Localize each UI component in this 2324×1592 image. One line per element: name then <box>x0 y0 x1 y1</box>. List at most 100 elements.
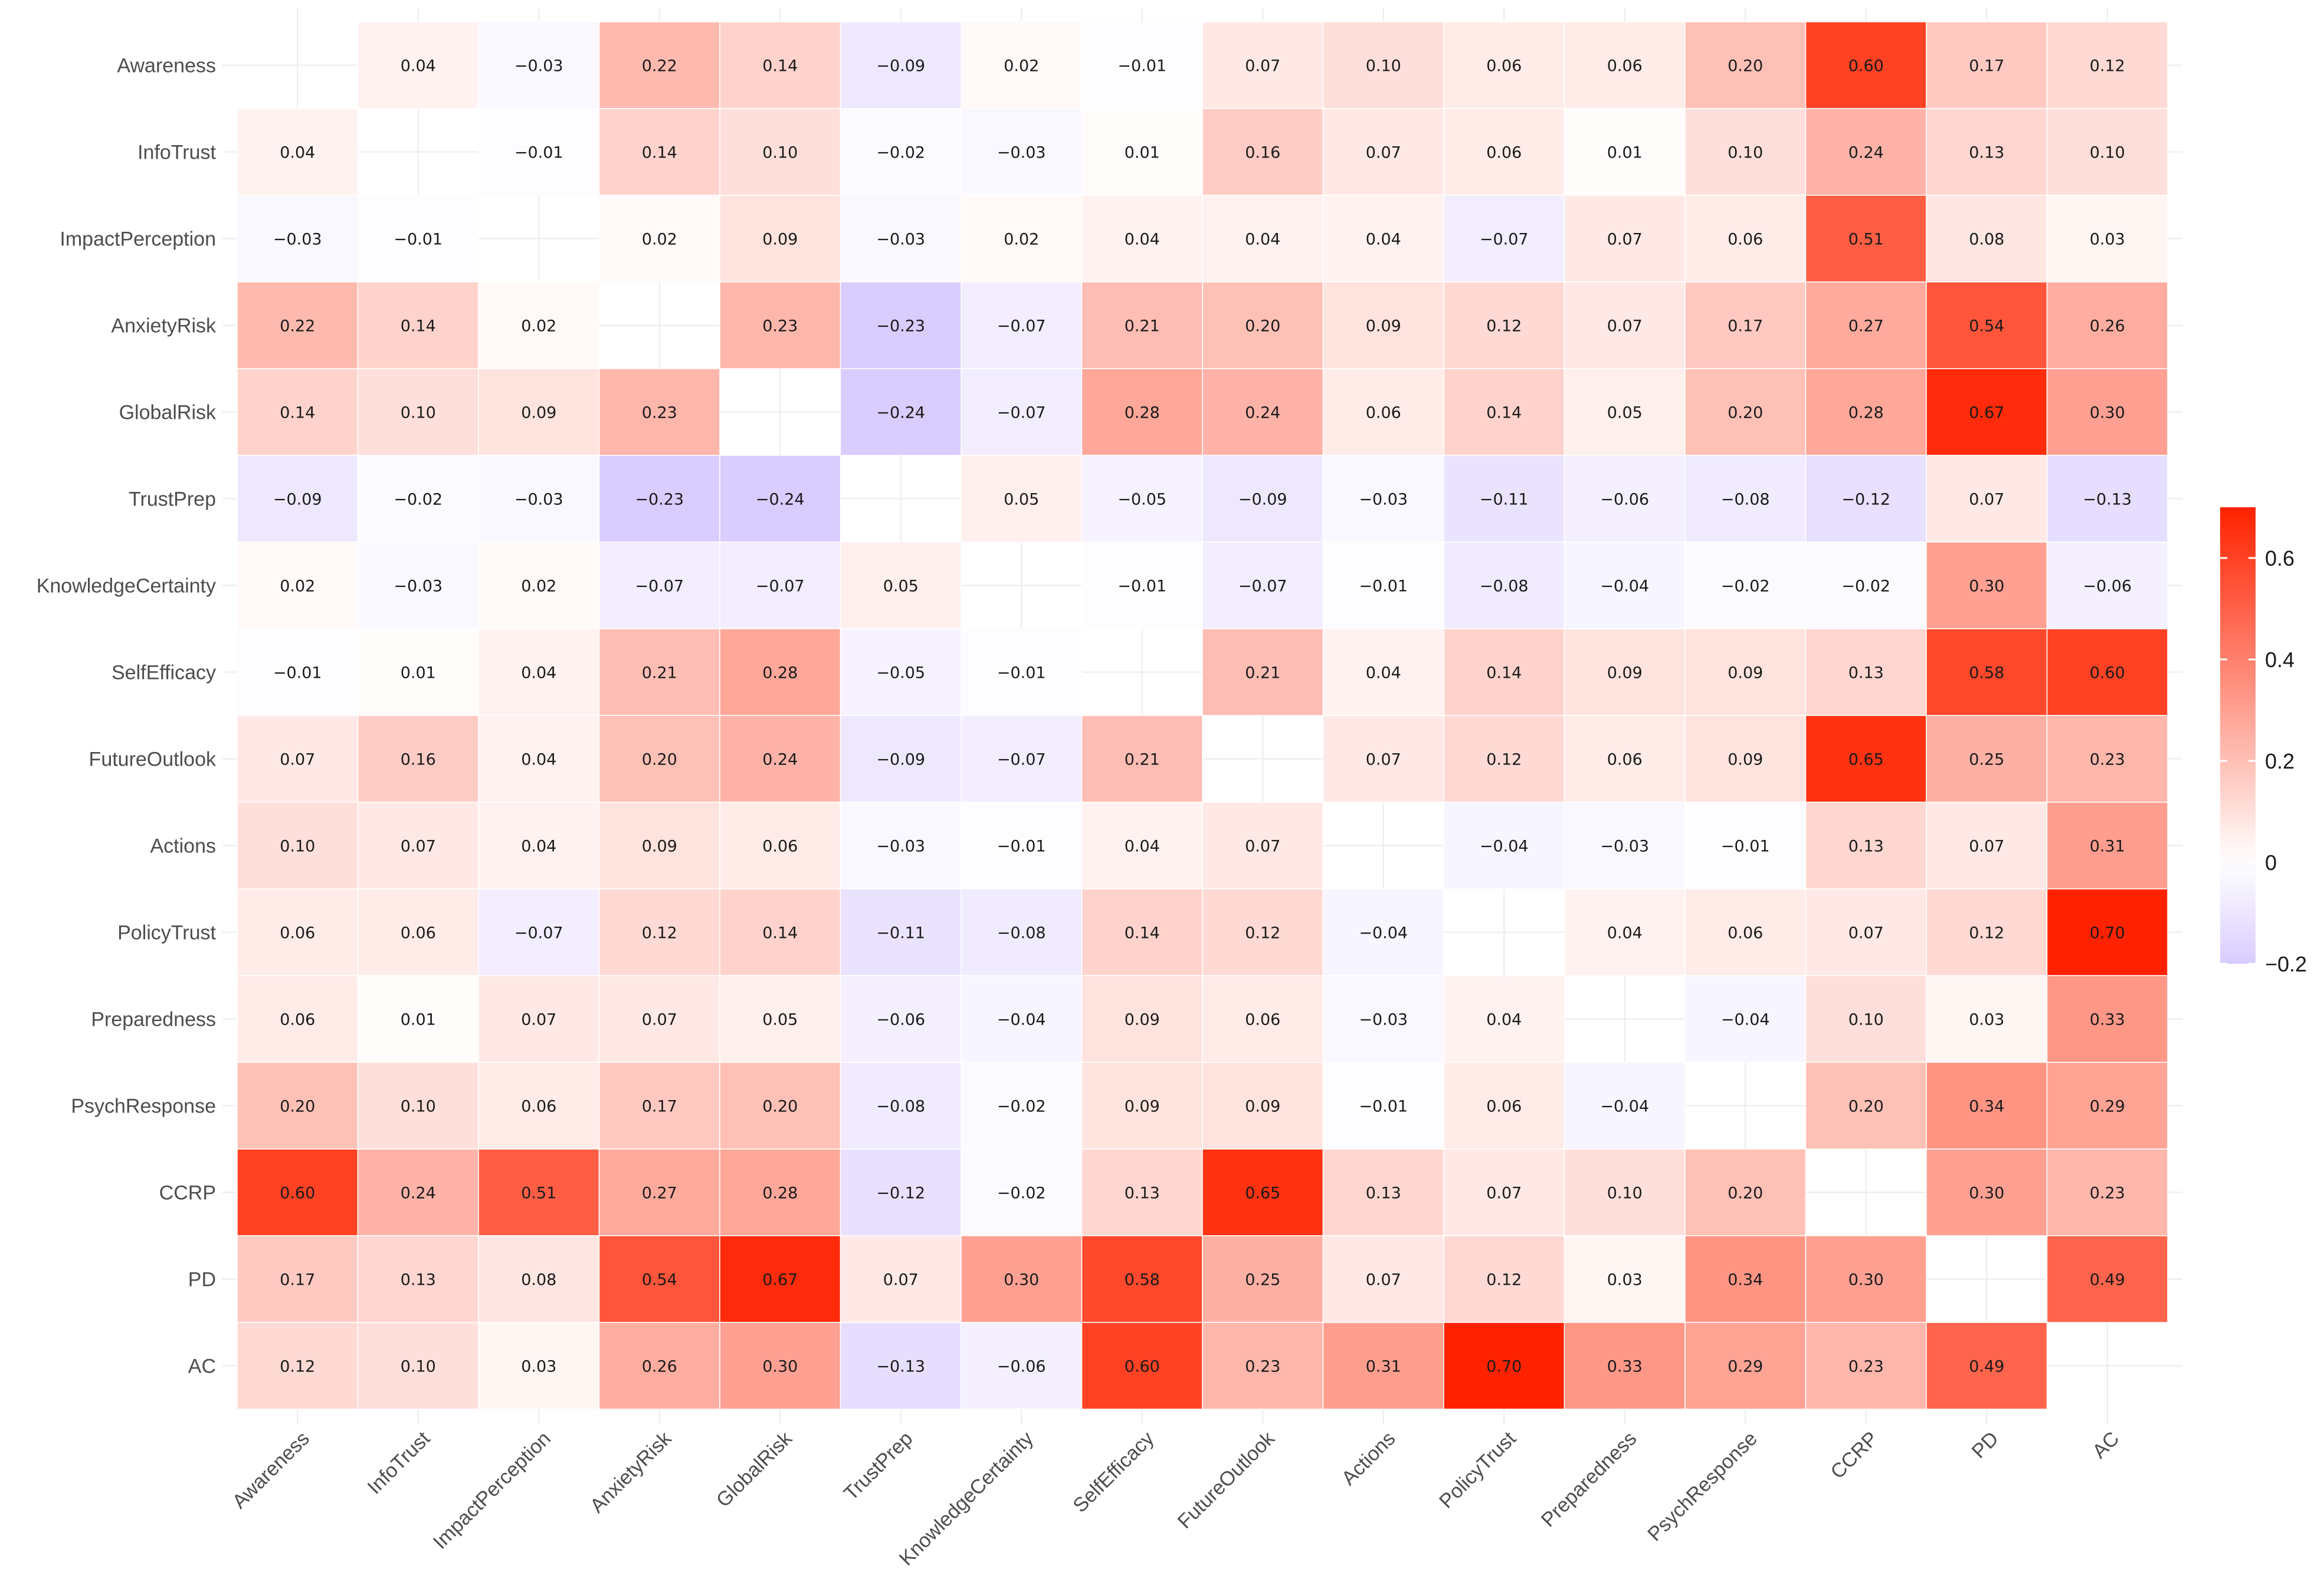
cell-value-label: −0.09 <box>1238 491 1287 509</box>
cell-value-label: 0.20 <box>280 1098 315 1116</box>
heatmap-cell <box>478 1062 600 1150</box>
heatmap-cell <box>1443 1235 1565 1323</box>
cell-value-label: −0.09 <box>876 751 925 769</box>
heatmap-cell <box>1563 21 1686 109</box>
heatmap-cell <box>237 975 359 1063</box>
cell-value-label: −0.03 <box>1359 491 1408 509</box>
heatmap-cell <box>1563 195 1686 283</box>
heatmap-cell <box>1322 368 1444 456</box>
cell-value-label: −0.13 <box>876 1358 925 1376</box>
cell-value-label: 0.06 <box>1607 751 1643 769</box>
cell-value-label: 0.10 <box>401 1098 436 1116</box>
cell-value-label: 0.06 <box>1486 144 1522 162</box>
heatmap-cell <box>1805 1235 1927 1323</box>
heatmap-cell <box>1563 628 1686 716</box>
heatmap-cell <box>961 1062 1083 1150</box>
cell-value-label: 0.60 <box>1125 1358 1160 1376</box>
heatmap-cell <box>719 975 841 1063</box>
cell-value-label: 0.07 <box>1969 491 2004 509</box>
x-tick-label: GlobalRisk <box>712 1427 797 1512</box>
heatmap-cell <box>1805 715 1927 803</box>
heatmap-cell <box>598 802 720 889</box>
cell-value-label: 0.13 <box>401 1271 436 1289</box>
cell-value-label: 0.04 <box>1125 231 1160 249</box>
cell-value-label: 0.60 <box>2090 664 2125 682</box>
heatmap-cell <box>961 715 1083 803</box>
heatmap-cell <box>1443 1062 1565 1150</box>
cell-value-label: −0.04 <box>1600 577 1649 596</box>
cell-value-label: 0.06 <box>401 924 436 943</box>
cell-value-label: 0.23 <box>2090 751 2125 769</box>
heatmap-cell <box>1081 108 1203 196</box>
cell-value-label: 0.31 <box>2090 838 2125 856</box>
cell-value-label: 0.10 <box>1607 1184 1643 1203</box>
cell-value-label: 0.13 <box>1848 838 1884 856</box>
cell-value-label: 0.20 <box>1848 1098 1884 1116</box>
y-tick-label: FutureOutlook <box>89 749 217 771</box>
heatmap-cell <box>1563 368 1686 456</box>
cell-value-label: 0.30 <box>1969 1184 2004 1203</box>
cell-value-label: −0.07 <box>514 924 563 943</box>
legend-tick-label: 0.4 <box>2265 648 2295 672</box>
cell-value-label: 0.07 <box>1245 838 1280 856</box>
y-tick-label: PsychResponse <box>71 1095 216 1118</box>
heatmap-cell <box>1684 888 1807 976</box>
y-tick-label: AC <box>188 1355 216 1378</box>
x-tick-label: AnxietyRisk <box>586 1427 676 1517</box>
cell-value-label: 0.12 <box>1486 317 1522 336</box>
heatmap-cell <box>1081 281 1203 369</box>
cell-value-label: −0.13 <box>2083 491 2132 509</box>
heatmap-cell <box>840 108 962 196</box>
cell-value-label: 0.10 <box>401 1358 436 1376</box>
heatmap-cell <box>961 802 1083 889</box>
heatmap-cell <box>1202 21 1324 109</box>
heatmap-cell <box>1322 195 1444 283</box>
cell-value-label: 0.28 <box>762 1184 798 1203</box>
cell-value-label: 0.21 <box>642 664 677 682</box>
cell-value-label: −0.01 <box>394 231 442 249</box>
cell-value-label: 0.07 <box>1366 1271 1401 1289</box>
cell-value-label: 0.23 <box>1245 1358 1280 1376</box>
cell-value-label: 0.70 <box>2090 924 2125 943</box>
cell-value-label: −0.04 <box>1359 924 1408 943</box>
heatmap-cell <box>1202 1322 1324 1410</box>
x-tick-label: Awareness <box>228 1427 314 1513</box>
cell-value-label: 0.51 <box>1848 231 1884 249</box>
cell-value-label: 0.04 <box>401 57 436 76</box>
cell-value-label: 0.07 <box>1486 1184 1522 1203</box>
cell-value-label: −0.03 <box>1600 838 1649 856</box>
cell-value-label: 0.51 <box>521 1184 556 1203</box>
heatmap-cell <box>840 975 962 1063</box>
heatmap-cell <box>719 628 841 716</box>
heatmap-cell <box>1202 1235 1324 1323</box>
heatmap-cell <box>1684 1322 1807 1410</box>
cell-value-label: 0.20 <box>1728 57 1763 76</box>
cell-value-label: 0.21 <box>1125 751 1160 769</box>
heatmap-cell <box>1684 1148 1807 1236</box>
cell-value-label: −0.12 <box>1841 491 1890 509</box>
cell-value-label: 0.12 <box>280 1358 315 1376</box>
cell-value-label: −0.24 <box>876 404 925 422</box>
heatmap-cell <box>1322 108 1444 196</box>
cell-value-label: 0.14 <box>762 924 798 943</box>
cell-value-label: 0.07 <box>1366 144 1401 162</box>
heatmap-cell <box>357 1322 479 1410</box>
cell-value-label: 0.04 <box>1486 1011 1522 1029</box>
cell-value-label: 0.03 <box>1969 1011 2004 1029</box>
cell-value-label: −0.01 <box>1359 577 1408 596</box>
heatmap-cell <box>1563 1235 1686 1323</box>
cell-value-label: 0.02 <box>1004 231 1039 249</box>
cell-value-label: 0.06 <box>762 838 798 856</box>
cell-value-label: −0.01 <box>273 664 322 682</box>
cell-value-label: −0.02 <box>1721 577 1770 596</box>
cell-value-label: 0.10 <box>1728 144 1763 162</box>
heatmap-cell <box>2046 802 2168 889</box>
cell-value-label: 0.30 <box>762 1358 798 1376</box>
cell-value-label: 0.20 <box>762 1098 798 1116</box>
heatmap-cell <box>598 1322 720 1410</box>
heatmap-cell <box>1081 1322 1203 1410</box>
heatmap-cell <box>1322 628 1444 716</box>
heatmap-cell <box>237 1322 359 1410</box>
cell-value-label: −0.06 <box>997 1358 1046 1376</box>
heatmap-cell <box>2046 975 2168 1063</box>
